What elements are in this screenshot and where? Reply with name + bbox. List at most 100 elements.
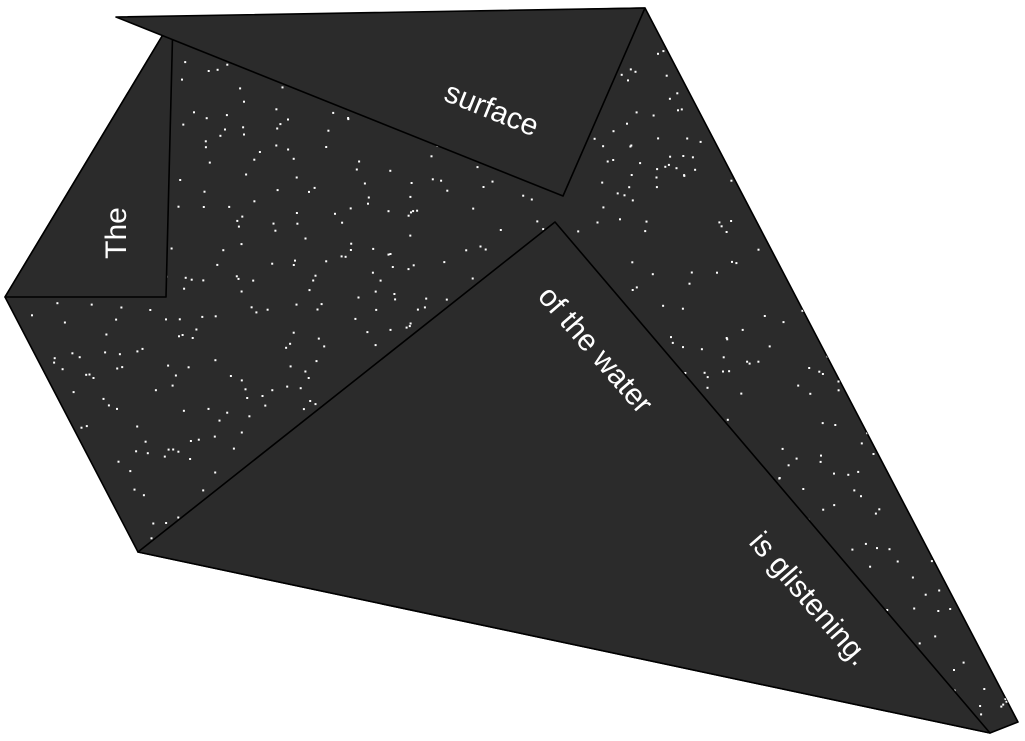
speckle-dot [174, 8, 177, 10]
speckle-dot [366, 331, 369, 334]
speckle-dot [978, 599, 981, 602]
speckle-dot [700, 348, 703, 351]
speckle-dot [56, 302, 59, 305]
speckle-dot [731, 260, 733, 263]
speckle-dot [1015, 112, 1017, 115]
speckle-dot [136, 350, 139, 353]
speckle-dot [577, 230, 580, 233]
speckle-dot [82, 585, 85, 588]
speckle-dot [735, 262, 738, 265]
speckle-dot [488, 702, 490, 705]
speckle-dot [163, 455, 166, 458]
speckle-dot [167, 448, 170, 451]
speckle-dot [1005, 700, 1008, 703]
speckle-dot [839, 223, 842, 226]
speckle-dot [896, 560, 899, 563]
speckle-dot [47, 610, 50, 613]
speckle-dot [692, 20, 695, 23]
speckle-dot [294, 622, 297, 625]
speckle-dot [271, 262, 274, 265]
speckle-dot [72, 728, 75, 730]
speckle-dot [151, 574, 154, 576]
speckle-dot [482, 186, 485, 188]
speckle-dot [80, 426, 83, 429]
speckle-dot [129, 718, 132, 720]
speckle-dot [987, 426, 990, 429]
speckle-dot [1002, 703, 1005, 706]
speckle-dot [715, 131, 718, 134]
speckle-dot [952, 490, 955, 493]
speckle-dot [812, 201, 815, 204]
speckle-dot [805, 1, 807, 3]
speckle-dot [276, 127, 279, 130]
speckle-dot [961, 606, 964, 609]
speckle-dot [730, 179, 733, 182]
speckle-dot [57, 700, 60, 703]
speckle-dot [691, 156, 694, 159]
speckle-dot [165, 318, 167, 321]
speckle-dot [416, 308, 419, 311]
speckle-dot [728, 370, 731, 373]
speckle-dot [308, 289, 311, 292]
speckle-dot [560, 680, 563, 683]
speckle-dot [957, 227, 959, 230]
speckle-dot [629, 68, 632, 71]
speckle-dot [133, 488, 136, 491]
speckle-dot [231, 661, 234, 664]
speckle-dot [880, 328, 883, 331]
speckle-dot [834, 76, 837, 79]
speckle-dot [612, 130, 615, 133]
speckle-dot [177, 450, 180, 453]
speckle-dot [916, 267, 919, 270]
speckle-dot [79, 673, 82, 676]
speckle-dot [222, 645, 225, 648]
speckle-dot [682, 155, 685, 157]
speckle-dot [296, 222, 299, 225]
speckle-dot [714, 27, 717, 30]
speckle-dot [926, 187, 929, 190]
speckle-dot [739, 49, 742, 51]
speckle-dot [985, 97, 988, 100]
speckle-dot [332, 111, 335, 114]
speckle-dot [925, 135, 928, 137]
speckle-dot [844, 132, 847, 135]
speckle-dot [639, 162, 642, 165]
speckle-dot [635, 677, 638, 680]
speckle-dot [135, 450, 138, 453]
speckle-dot [116, 407, 118, 410]
speckle-dot [74, 663, 77, 666]
speckle-dot [454, 629, 457, 632]
speckle-dot [58, 640, 61, 642]
speckle-dot [706, 386, 709, 389]
speckle-dot [918, 38, 921, 40]
speckle-dot [817, 101, 820, 104]
speckle-dot [586, 722, 589, 725]
speckle-dot [182, 123, 185, 126]
speckle-dot [686, 704, 689, 707]
speckle-dot [248, 415, 251, 418]
speckle-dot [876, 43, 879, 46]
speckle-dot [478, 638, 480, 641]
speckle-dot [75, 675, 78, 678]
speckle-dot [999, 186, 1002, 188]
speckle-dot [61, 368, 64, 371]
speckle-dot [412, 264, 415, 267]
speckle-dot [810, 250, 813, 253]
speckle-dot [824, 64, 827, 67]
speckle-dot [645, 220, 648, 223]
speckle-dot [42, 527, 45, 530]
speckle-dot [992, 28, 995, 31]
speckle-dot [727, 128, 729, 131]
speckle-dot [939, 167, 942, 170]
speckle-dot [125, 735, 127, 737]
speckle-dot [144, 440, 147, 443]
speckle-dot [476, 166, 479, 169]
speckle-dot [906, 268, 909, 270]
speckle-dot [842, 723, 845, 726]
speckle-dot [214, 471, 217, 474]
speckle-dot [793, 705, 796, 708]
speckle-dot [899, 195, 902, 197]
speckle-dot [655, 176, 658, 179]
speckle-dot [857, 117, 859, 120]
speckle-dot [406, 716, 409, 719]
